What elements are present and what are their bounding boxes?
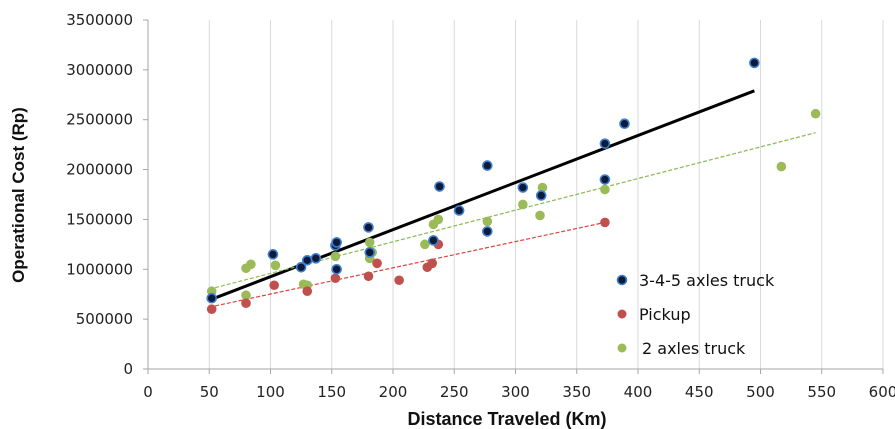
data-point <box>269 280 279 291</box>
data-point <box>330 273 341 284</box>
data-point <box>749 57 760 69</box>
x-tick-label: 550 <box>807 383 836 401</box>
data-point <box>241 298 251 308</box>
trendline-pickup <box>209 221 606 308</box>
x-tick-label: 150 <box>317 383 346 401</box>
data-point <box>482 160 493 171</box>
data-point <box>600 184 610 195</box>
x-tick-label: 200 <box>379 383 408 401</box>
data-point <box>453 205 465 216</box>
data-point <box>301 255 313 266</box>
x-tick-label: 50 <box>200 383 219 401</box>
x-tick-label: 600 <box>869 383 895 401</box>
data-point <box>599 174 611 185</box>
data-point <box>433 214 444 225</box>
y-tick-label: 0 <box>123 360 133 378</box>
data-point <box>428 235 439 246</box>
y-tick-label: 3000000 <box>66 61 133 79</box>
data-point <box>427 258 438 269</box>
y-tick-label: 1000000 <box>66 260 133 278</box>
y-axis-title: Operational Cost (Rp) <box>9 107 28 283</box>
data-point <box>267 249 279 260</box>
data-point <box>482 226 493 237</box>
data-point <box>537 182 548 193</box>
point-layer <box>206 57 821 314</box>
data-point <box>363 222 374 233</box>
data-point <box>394 275 404 286</box>
data-point <box>776 161 787 172</box>
legend: 3-4-5 axles truck Pickup 2 axles truck <box>616 271 775 358</box>
data-point <box>206 304 217 314</box>
y-tick-label: 500000 <box>76 310 133 328</box>
data-point <box>330 251 341 262</box>
x-tick-label: 300 <box>501 383 530 401</box>
x-tick-label: 450 <box>685 383 714 401</box>
x-tick-label: 100 <box>256 383 285 401</box>
data-point <box>331 263 342 275</box>
y-tick-label: 2000000 <box>66 161 133 179</box>
data-point <box>599 138 611 149</box>
data-point <box>363 271 374 282</box>
x-axis-title: Distance Traveled (Km) <box>407 409 606 429</box>
data-point <box>517 182 529 193</box>
legend-marker <box>617 343 627 353</box>
data-point <box>364 237 375 248</box>
axis-layer: 0 500000 1000000 1500000 2000000 2500000 30000… <box>66 11 895 401</box>
legend-label: 3-4-5 axles truck <box>639 271 775 290</box>
data-point <box>310 253 322 264</box>
legend-label: Pickup <box>639 305 691 324</box>
x-tick-label: 500 <box>746 383 775 401</box>
data-point <box>600 217 610 228</box>
legend-label: 2 axles truck <box>642 339 746 358</box>
x-tick-label: 0 <box>143 383 153 401</box>
data-point <box>619 118 630 130</box>
data-point <box>535 190 547 201</box>
data-point <box>241 290 251 301</box>
data-point <box>518 199 528 210</box>
data-point <box>331 237 342 248</box>
legend-marker <box>616 274 628 286</box>
data-point <box>246 259 256 270</box>
x-tick-label: 350 <box>562 383 591 401</box>
data-point <box>270 260 281 271</box>
y-tick-label: 1500000 <box>66 210 133 228</box>
legend-marker <box>617 309 627 319</box>
x-tick-label: 400 <box>624 383 653 401</box>
data-point <box>535 210 545 221</box>
grid-layer <box>208 20 884 369</box>
data-point <box>482 216 493 227</box>
data-point <box>295 261 307 273</box>
data-point <box>206 292 217 304</box>
x-tick-label: 250 <box>440 383 469 401</box>
data-point <box>434 181 445 192</box>
data-point <box>302 286 313 297</box>
y-tick-label: 2500000 <box>66 111 133 129</box>
data-point <box>364 247 376 258</box>
trendline-axles-truck <box>208 89 755 302</box>
y-tick-label: 3500000 <box>66 11 133 29</box>
data-point <box>810 108 821 119</box>
data-point <box>420 239 430 250</box>
data-point <box>372 258 382 269</box>
